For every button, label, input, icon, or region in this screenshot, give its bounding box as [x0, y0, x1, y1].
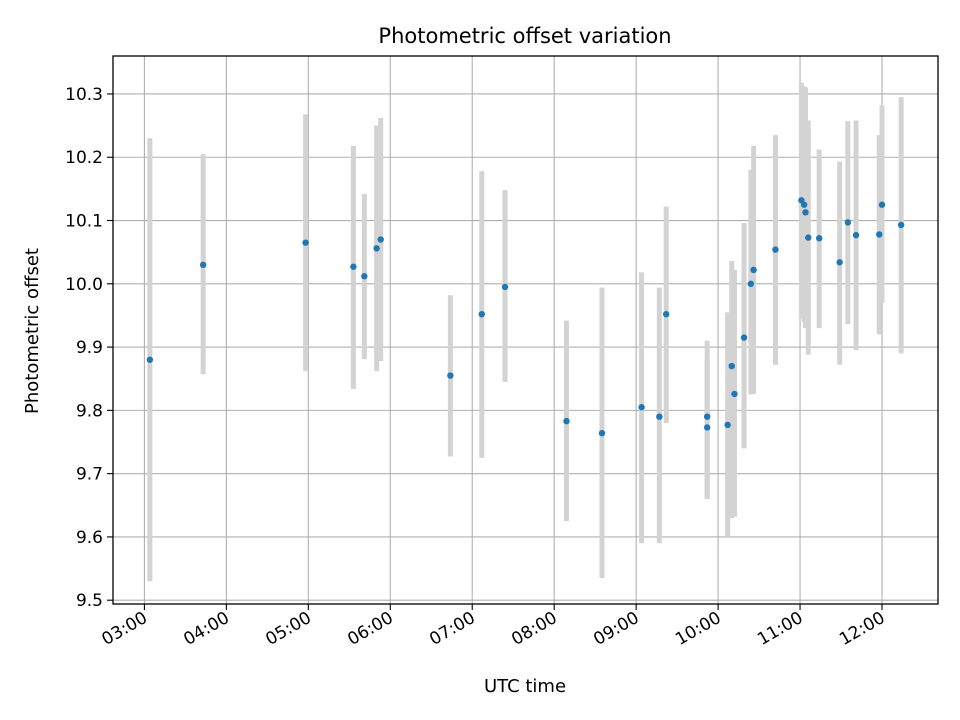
- data-point: [747, 280, 755, 288]
- data-point: [501, 283, 509, 291]
- chart-title: Photometric offset variation: [378, 24, 671, 48]
- data-point: [638, 404, 645, 411]
- data-point: [656, 413, 663, 420]
- data-point: [703, 424, 711, 431]
- data-point: [836, 259, 843, 266]
- data-point: [728, 362, 735, 370]
- data-point: [302, 239, 309, 246]
- y-tick-label: 9.5: [76, 591, 103, 611]
- y-tick-label: 9.8: [76, 401, 103, 421]
- x-axis-label: UTC time: [484, 676, 566, 697]
- data-point: [805, 234, 812, 241]
- y-tick-label: 10.1: [65, 212, 103, 232]
- data-point: [662, 310, 670, 318]
- y-tick-label: 10.2: [65, 148, 103, 168]
- data-point: [361, 273, 368, 280]
- data-point: [731, 390, 738, 398]
- data-point: [350, 263, 357, 270]
- y-tick-label: 9.9: [76, 338, 103, 358]
- data-point: [447, 372, 454, 379]
- data-point: [563, 417, 570, 425]
- data-point: [598, 429, 606, 437]
- y-tick-label: 9.7: [76, 465, 103, 485]
- data-point: [802, 209, 809, 216]
- data-point: [815, 235, 823, 242]
- data-point: [377, 236, 384, 243]
- data-point: [724, 421, 731, 429]
- data-point: [897, 221, 905, 229]
- data-point: [146, 356, 154, 363]
- y-tick-label: 10.0: [65, 275, 103, 295]
- y-tick-label: 9.6: [76, 528, 103, 548]
- data-point: [772, 246, 779, 253]
- data-point: [852, 231, 860, 239]
- data-point: [478, 310, 485, 318]
- data-point: [199, 261, 207, 269]
- data-point: [750, 266, 757, 274]
- plot-frame: [112, 55, 939, 605]
- data-point: [800, 201, 808, 208]
- data-markers: [146, 197, 905, 437]
- data-point: [876, 231, 883, 238]
- data-point: [703, 413, 711, 420]
- data-point: [844, 219, 852, 226]
- data-point: [740, 334, 748, 341]
- y-axis-label: Photometric offset: [22, 248, 43, 414]
- data-point: [878, 201, 886, 208]
- data-point: [373, 245, 380, 252]
- y-tick-label: 10.3: [65, 85, 103, 105]
